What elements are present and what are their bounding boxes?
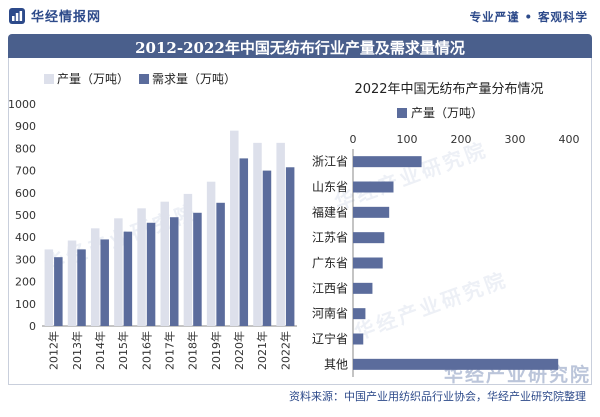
y-tick-label: 1000	[8, 98, 36, 111]
y-tick-label: 400	[15, 231, 36, 244]
x-tick-label: 2013年	[70, 331, 84, 370]
y-tick-label: 福建省	[312, 204, 348, 219]
province-bar	[353, 308, 366, 320]
x-tick-label: 2014年	[93, 331, 107, 370]
y-tick-label: 浙江省	[312, 155, 348, 169]
y-tick-label: 800	[15, 142, 36, 155]
y-tick-label: 广东省	[312, 256, 348, 270]
y-tick-label: 300	[15, 253, 36, 266]
x-tick-label: 0	[350, 133, 357, 146]
y-tick-label: 江苏省	[312, 231, 348, 245]
legend-label: 需求量（万吨）	[152, 72, 236, 86]
y-tick-label: 辽宁省	[312, 331, 348, 346]
x-tick-label: 2016年	[139, 331, 153, 370]
province-bar	[353, 333, 364, 345]
logo-mark-icon	[9, 7, 25, 24]
legend-swatch	[397, 108, 407, 118]
y-tick-label: 100	[15, 298, 36, 311]
demand-bar	[193, 212, 202, 326]
demand-bar	[77, 249, 86, 326]
demand-bar	[123, 231, 133, 326]
production-bar	[137, 208, 146, 326]
demand-bar	[146, 222, 156, 326]
production-bar	[114, 218, 123, 326]
x-tick-label: 2021年	[255, 331, 269, 370]
x-tick-label: 2012年	[47, 331, 61, 370]
province-bar	[353, 232, 385, 244]
y-tick-label: 500	[15, 209, 36, 222]
x-tick-label: 200	[451, 133, 472, 146]
province-bar	[353, 206, 390, 218]
legend-label: 产量（万吨）	[57, 72, 129, 86]
production-bar	[206, 181, 216, 326]
x-tick-label: 2020年	[232, 331, 246, 370]
production-bar	[183, 193, 193, 326]
production-bar	[230, 130, 239, 326]
x-tick-label: 2018年	[186, 331, 200, 370]
slogan: 专业严谨 • 客观科学	[469, 10, 588, 24]
demand-bar	[54, 257, 63, 326]
production-bar	[253, 142, 262, 326]
demand-bar	[239, 158, 249, 326]
y-tick-label: 山东省	[312, 180, 348, 194]
x-tick-label: 2015年	[116, 331, 130, 370]
production-bar	[90, 228, 100, 326]
y-tick-label: 0	[29, 320, 36, 333]
y-tick-label: 600	[15, 187, 36, 200]
legend-label: 产量（万吨）	[411, 106, 483, 120]
production-bar	[276, 142, 285, 326]
y-tick-label: 江西省	[312, 281, 348, 295]
y-tick-label: 900	[15, 120, 36, 133]
x-tick-label: 2022年	[278, 331, 292, 370]
province-bar	[353, 156, 422, 168]
province-bar	[353, 282, 373, 294]
production-bar	[67, 240, 77, 326]
top-header: 华经情报网 专业严谨 • 客观科学	[0, 0, 600, 34]
y-tick-label: 其他	[324, 357, 348, 371]
demand-bar	[216, 202, 225, 326]
x-tick-label: 100	[397, 133, 418, 146]
province-bar	[353, 358, 559, 370]
source-note: 资料来源：中国产业用纺织品行业协会，华经产业研究院整理	[289, 390, 586, 403]
production-demand-chart: 0 100 200 300 400 500 600 700 800 900 1000 2012年 201…	[8, 72, 297, 370]
title-bar: 2012-2022年中国无纺布行业产量及需求量情况	[8, 34, 592, 58]
y-tick-label: 200	[15, 276, 36, 289]
demand-bar	[285, 167, 295, 326]
province-bar	[353, 181, 394, 193]
page-title: 2012-2022年中国无纺布行业产量及需求量情况	[135, 39, 465, 57]
demand-bar	[100, 239, 109, 326]
logo-text: 华经情报网	[31, 10, 102, 25]
demand-bar	[262, 170, 272, 326]
chart-panel	[8, 58, 592, 385]
logo: 华经情报网	[8, 6, 101, 25]
y-tick-label: 河南省	[312, 306, 348, 321]
y-tick-label: 700	[15, 165, 36, 178]
province-bar	[353, 257, 383, 269]
x-tick-label: 300	[505, 133, 526, 146]
x-tick-label: 2017年	[163, 331, 177, 370]
production-bar	[44, 249, 54, 326]
x-tick-label: 400	[559, 133, 580, 146]
x-tick-label: 2019年	[209, 331, 223, 370]
legend-swatch	[44, 74, 54, 84]
chart-title: 2022年中国无纺布产量分布情况	[354, 82, 543, 97]
production-bar	[160, 201, 169, 326]
demand-bar	[170, 217, 179, 326]
legend-swatch	[139, 74, 150, 84]
